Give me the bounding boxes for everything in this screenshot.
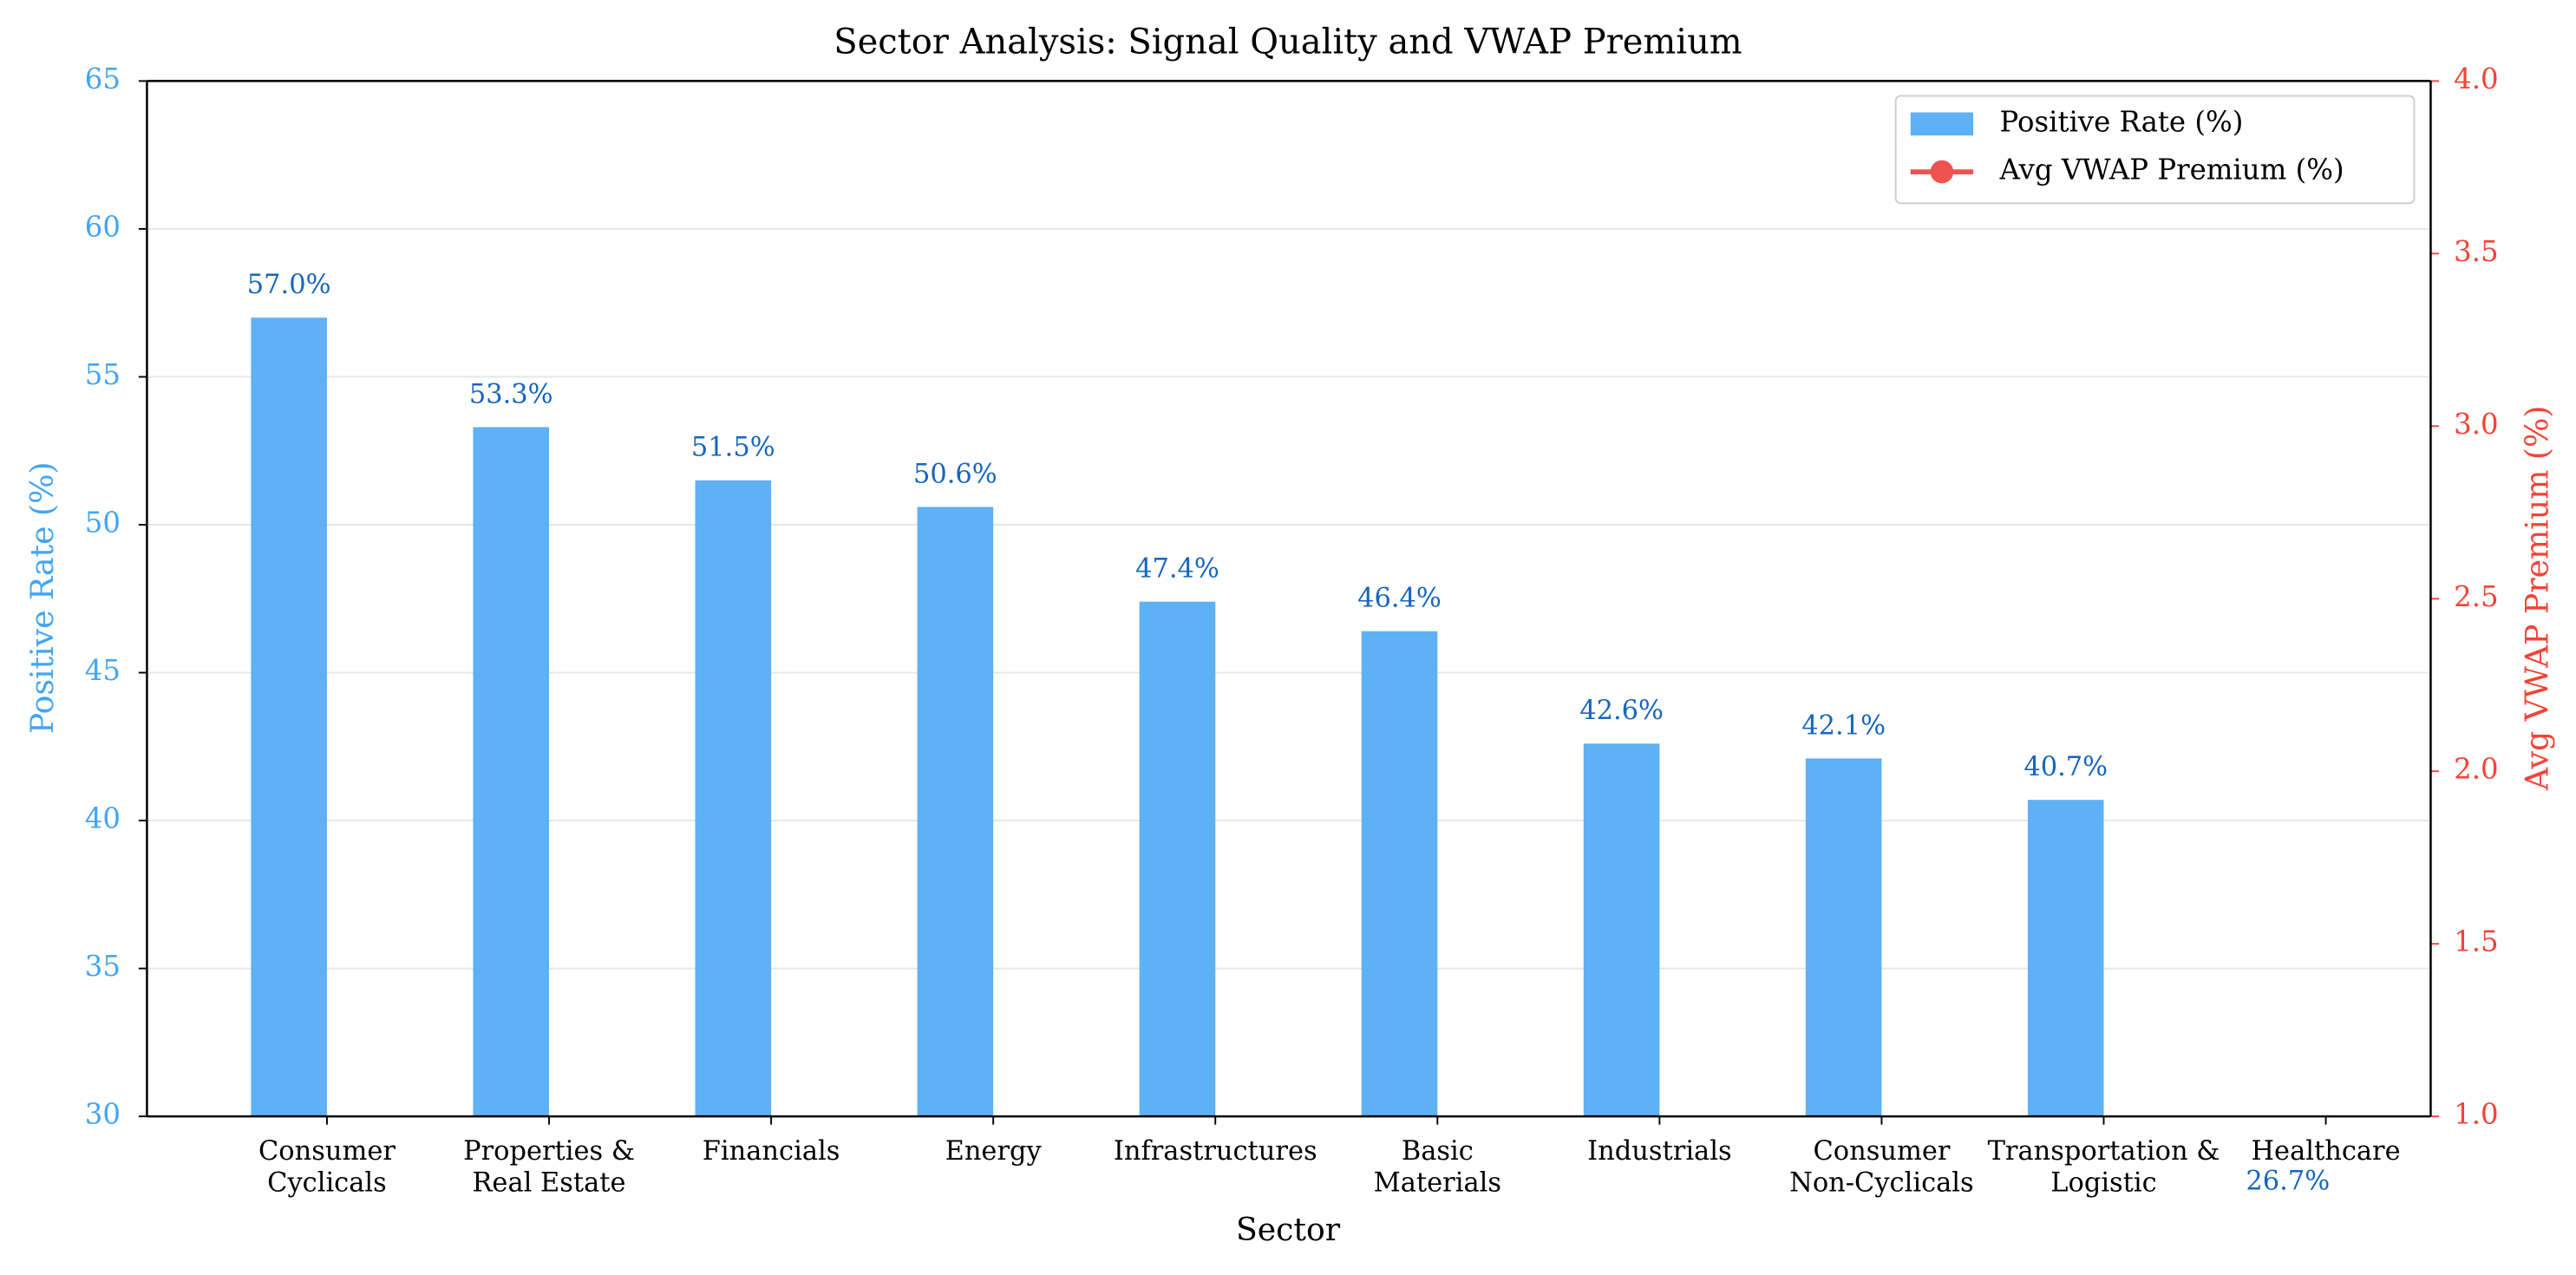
bar xyxy=(473,427,550,1117)
y-tick-label: 40 xyxy=(85,802,121,835)
x-tick-label: Consumer Non-Cyclicals xyxy=(1789,1136,1974,1199)
bar xyxy=(1361,631,1438,1117)
x-tick-label: Consumer Cyclicals xyxy=(258,1136,396,1199)
y2-tick-label: 3.5 xyxy=(2454,235,2498,268)
bar xyxy=(1583,743,1660,1117)
y2-tick-label: 2.5 xyxy=(2454,580,2498,613)
x-tick-label: Industrials xyxy=(1587,1136,1731,1167)
bar xyxy=(1805,758,1882,1117)
y-tick-label: 50 xyxy=(85,506,121,539)
legend-marker xyxy=(1930,160,1954,184)
value-label: 57.0% xyxy=(247,270,331,300)
y-tick-label: 60 xyxy=(85,210,121,243)
x-tick-label: Energy xyxy=(945,1136,1043,1167)
value-label: 42.1% xyxy=(1801,710,1886,741)
y2-tick-label: 1.0 xyxy=(2454,1098,2498,1131)
x-tick-label: Healthcare xyxy=(2252,1136,2401,1167)
legend-label: Avg VWAP Premium (%) xyxy=(1999,154,2344,186)
bar xyxy=(251,317,327,1117)
value-label: 50.6% xyxy=(913,459,997,489)
x-tick-label: Infrastructures xyxy=(1114,1136,1317,1167)
y2-tick-label: 2.0 xyxy=(2454,753,2498,786)
y-axis-label: Positive Rate (%) xyxy=(23,461,61,734)
y-tick-label: 30 xyxy=(85,1098,121,1131)
plot-area xyxy=(251,317,2326,1117)
y2-tick-label: 1.5 xyxy=(2454,925,2498,958)
bar xyxy=(695,480,772,1117)
value-label: 46.4% xyxy=(1357,584,1442,614)
y-tick-label: 65 xyxy=(85,62,121,95)
y-tick-label: 45 xyxy=(85,654,121,687)
value-label: 51.5% xyxy=(691,433,775,463)
legend-label: Positive Rate (%) xyxy=(2000,105,2244,138)
x-tick-label: Basic Materials xyxy=(1374,1136,1501,1199)
legend-swatch xyxy=(1910,112,1974,136)
y2-tick-label: 4.0 xyxy=(2454,62,2498,95)
x-tick-label: Properties & Real Estate xyxy=(463,1136,635,1199)
value-label: 47.4% xyxy=(1135,553,1219,584)
value-label: 53.3% xyxy=(469,379,553,409)
x-tick-label: Transportation & Logistic xyxy=(1988,1136,2220,1199)
bar xyxy=(2027,800,2104,1117)
y-tick-label: 55 xyxy=(85,358,121,391)
value-label: 40.7% xyxy=(2024,752,2108,782)
y2-tick-label: 3.0 xyxy=(2454,408,2498,441)
y2-axis-label: Avg VWAP Premium (%) xyxy=(2519,406,2556,792)
x-axis-label: Sector xyxy=(1236,1211,1341,1248)
chart-title: Sector Analysis: Signal Quality and VWAP… xyxy=(834,23,1742,62)
bar xyxy=(917,507,994,1117)
legend-box xyxy=(1894,95,2416,205)
x-tick-label: Financials xyxy=(703,1136,840,1167)
value-label: 42.6% xyxy=(1579,696,1664,726)
value-label: 26.7% xyxy=(2246,1166,2330,1196)
y-tick-label: 35 xyxy=(85,950,121,983)
bar xyxy=(1139,601,1216,1117)
